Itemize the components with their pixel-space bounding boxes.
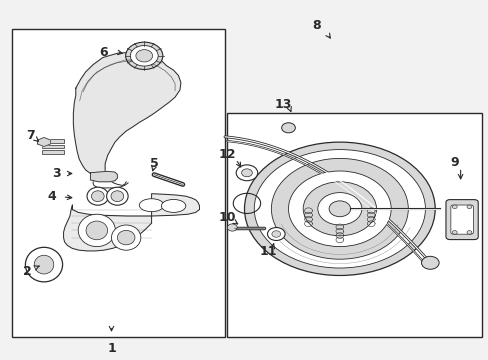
Text: 5: 5	[149, 157, 158, 170]
Text: 2: 2	[22, 265, 31, 278]
Polygon shape	[73, 52, 181, 180]
Ellipse shape	[34, 255, 54, 274]
Text: 7: 7	[26, 129, 35, 141]
Ellipse shape	[86, 221, 107, 240]
Ellipse shape	[139, 199, 163, 212]
Circle shape	[267, 228, 285, 240]
Circle shape	[281, 123, 295, 133]
Text: 12: 12	[218, 148, 235, 161]
Circle shape	[466, 231, 471, 234]
Circle shape	[236, 165, 257, 181]
Circle shape	[303, 182, 376, 236]
Ellipse shape	[111, 225, 141, 250]
Text: 1: 1	[107, 342, 116, 355]
Circle shape	[130, 46, 158, 66]
Circle shape	[125, 42, 163, 69]
Polygon shape	[38, 138, 50, 147]
Circle shape	[317, 193, 361, 225]
Ellipse shape	[244, 142, 434, 275]
Circle shape	[451, 205, 456, 209]
Circle shape	[271, 231, 280, 237]
Text: 13: 13	[274, 98, 292, 111]
Circle shape	[227, 224, 237, 231]
FancyBboxPatch shape	[450, 205, 472, 234]
Polygon shape	[63, 194, 199, 251]
Text: 8: 8	[311, 19, 320, 32]
Circle shape	[466, 205, 471, 209]
Circle shape	[271, 158, 407, 259]
Ellipse shape	[161, 199, 185, 212]
Text: 3: 3	[52, 167, 61, 180]
Bar	[41, 145, 63, 148]
FancyBboxPatch shape	[445, 199, 477, 240]
Ellipse shape	[117, 230, 135, 245]
Text: 11: 11	[259, 245, 276, 258]
Ellipse shape	[78, 214, 115, 247]
Ellipse shape	[91, 191, 104, 202]
Circle shape	[136, 50, 152, 62]
Ellipse shape	[111, 191, 123, 202]
Ellipse shape	[106, 187, 128, 205]
Circle shape	[451, 231, 456, 234]
Circle shape	[241, 169, 252, 177]
Bar	[227, 113, 481, 337]
Polygon shape	[90, 171, 117, 182]
Bar	[41, 150, 63, 154]
Circle shape	[421, 256, 438, 269]
Ellipse shape	[87, 187, 108, 205]
Text: 9: 9	[449, 156, 458, 169]
Text: 4: 4	[47, 190, 56, 203]
Text: 10: 10	[218, 211, 235, 224]
Circle shape	[328, 201, 350, 217]
Text: 6: 6	[99, 46, 108, 59]
Ellipse shape	[254, 150, 425, 268]
Ellipse shape	[25, 247, 62, 282]
Bar	[12, 29, 224, 337]
Bar	[41, 139, 63, 143]
Circle shape	[288, 171, 390, 247]
